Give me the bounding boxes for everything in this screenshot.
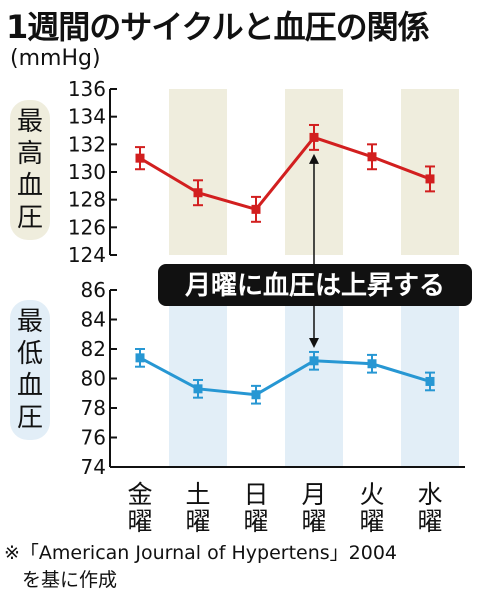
diastolic-point [309, 356, 319, 366]
diastolic-label-char: 血 [17, 371, 43, 401]
x-tick-label: 金 [127, 480, 152, 509]
diastolic-y-tick-label: 82 [81, 337, 106, 361]
systolic-y-tick-label: 132 [68, 132, 106, 156]
diastolic-y-tick-label: 78 [81, 396, 106, 420]
x-tick-label: 曜 [301, 507, 326, 536]
source-line-1: ※「American Journal of Hypertens」2004 [4, 542, 398, 564]
diastolic-series-line [139, 356, 431, 397]
diastolic-point [135, 353, 145, 363]
systolic-point [309, 132, 319, 142]
systolic-label-char: 血 [17, 171, 43, 201]
source-note: ※「American Journal of Hypertens」2004 を基に… [4, 540, 397, 594]
chart-title: 1週間のサイクルと血圧の関係 [6, 8, 430, 46]
diastolic-y-tick-label: 80 [81, 367, 106, 391]
diastolic-y-tick-label: 86 [81, 278, 106, 302]
unit-label: (mmHg) [10, 46, 101, 71]
systolic-label-bg [10, 100, 50, 240]
systolic-y-tick-label: 136 [68, 77, 106, 101]
diastolic-label-bg [10, 300, 50, 440]
diastolic-y-tick-label: 74 [81, 455, 106, 479]
diastolic-point [367, 359, 377, 369]
systolic-y-tick-label: 130 [68, 160, 106, 184]
diastolic-label-char: 低 [17, 339, 43, 369]
x-tick-label: 曜 [359, 507, 384, 536]
x-tick-label: 曜 [243, 507, 268, 536]
x-tick-label: 火 [359, 480, 384, 509]
x-tick-label: 曜 [127, 507, 152, 536]
systolic-y-tick-label: 134 [68, 105, 106, 129]
diastolic-label-char: 圧 [17, 403, 43, 433]
systolic-point [193, 188, 203, 198]
systolic-label-char: 最 [17, 107, 43, 137]
x-tick-label: 日 [243, 480, 268, 509]
x-tick-label: 土 [185, 480, 210, 509]
monday-arrow-head-down [309, 337, 319, 348]
systolic-point [135, 153, 145, 163]
systolic-point [251, 204, 261, 214]
annotation-text: 月曜に血圧は上昇する [184, 271, 445, 301]
systolic-label-char: 圧 [17, 203, 43, 233]
x-tick-label: 月 [301, 480, 326, 509]
diastolic-point [251, 390, 261, 400]
systolic-y-tick-label: 128 [68, 188, 106, 212]
systolic-series-line [139, 135, 431, 212]
x-tick-label: 水 [417, 480, 442, 509]
diastolic-label-char: 最 [17, 307, 43, 337]
systolic-band-1 [169, 89, 227, 255]
systolic-y-tick-label: 126 [68, 215, 106, 239]
systolic-y-tick-label: 124 [68, 243, 106, 267]
systolic-point [425, 174, 435, 184]
x-tick-label: 曜 [185, 507, 210, 536]
diastolic-point [193, 384, 203, 394]
diastolic-point [425, 376, 435, 386]
systolic-point [367, 152, 377, 162]
diastolic-y-tick-label: 84 [81, 308, 106, 332]
diastolic-y-tick-label: 76 [81, 426, 106, 450]
annotation-box [158, 264, 472, 306]
source-line-2: を基に作成 [22, 569, 118, 591]
x-tick-label: 曜 [417, 507, 442, 536]
systolic-label-char: 高 [17, 139, 43, 169]
monday-arrow-head-up [309, 153, 319, 164]
